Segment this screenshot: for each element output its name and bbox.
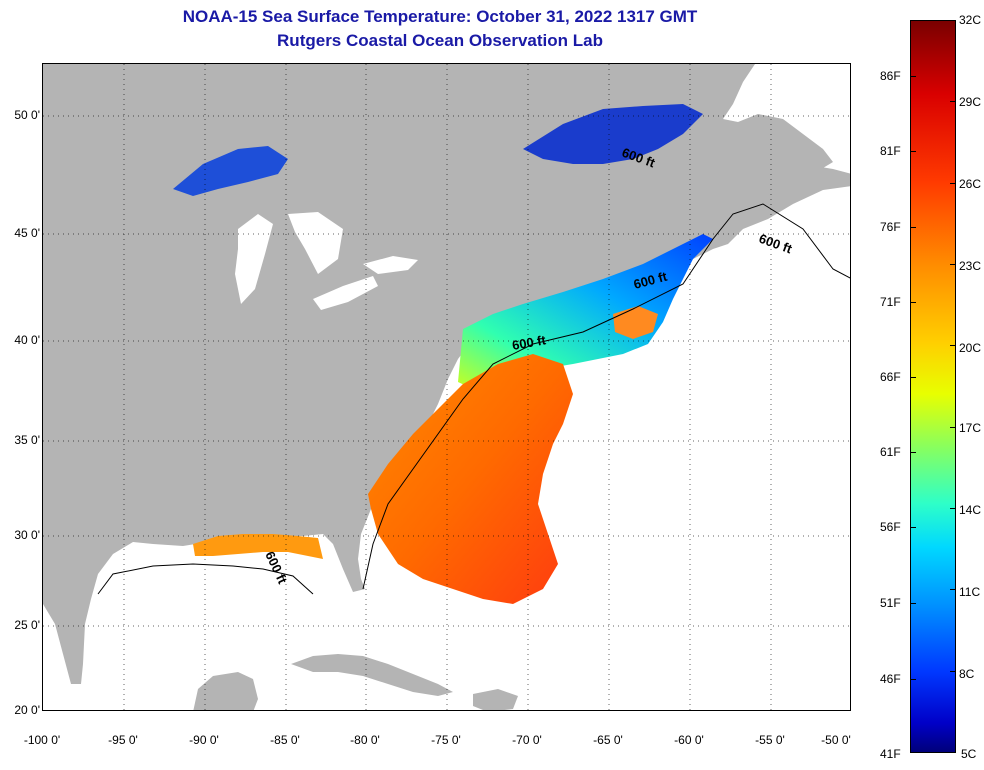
contour-label-2: 600 ft <box>757 231 795 257</box>
lake-erie <box>313 276 378 310</box>
lon-label-70: -70 0' <box>512 733 542 747</box>
temperature-colorbar <box>910 20 956 753</box>
colorbar-f-41: 41F <box>880 747 901 761</box>
colorbar-c-14: 14C <box>959 503 982 517</box>
gulf-coast-water <box>193 534 323 559</box>
colorbar-fahrenheit-tick <box>910 603 916 604</box>
colorbar-f-66: 66F <box>880 370 901 384</box>
colorbar-celsius-tick <box>950 671 956 672</box>
cuba-land <box>291 654 453 696</box>
gulf-stream-water <box>368 354 573 604</box>
maritimes-land <box>603 179 733 244</box>
colorbar-c-26: 26C <box>959 177 982 191</box>
lake-ontario <box>363 256 418 274</box>
colorbar-fahrenheit-tick <box>910 76 916 77</box>
colorbar-fahrenheit-tick <box>910 151 916 152</box>
colorbar-celsius-tick <box>950 345 956 346</box>
colorbar-celsius-tick <box>950 508 956 509</box>
graticule <box>43 64 850 710</box>
colorbar-c-20: 20C <box>959 341 982 355</box>
lon-label-90: -90 0' <box>189 733 219 747</box>
lon-label-75: -75 0' <box>431 733 461 747</box>
colorbar-c-11: 11C <box>959 585 981 599</box>
colorbar-celsius-tick <box>950 589 956 590</box>
lon-label-65: -65 0' <box>593 733 623 747</box>
sst-map-canvas: 600 ft 600 ft 600 ft 600 ft 600 ft <box>43 64 850 710</box>
colorbar-celsius-tick <box>950 183 956 184</box>
lake-michigan <box>235 214 273 304</box>
hispaniola-land <box>473 689 518 710</box>
lake-superior <box>173 146 288 196</box>
lon-label-95: -95 0' <box>108 733 138 747</box>
lat-label-20: 20 0' <box>14 703 40 717</box>
yucatan-land <box>193 672 258 710</box>
isobath-600ft <box>362 203 850 590</box>
colorbar-celsius-tick <box>950 101 956 102</box>
colorbar-f-86: 86F <box>880 69 901 83</box>
colorbar-fahrenheit-tick <box>910 302 916 303</box>
colorbar-celsius-tick <box>950 264 956 265</box>
colorbar-c-8: 8C <box>959 667 975 681</box>
lat-label-25: 25 0' <box>14 618 40 632</box>
lon-label-60: -60 0' <box>674 733 704 747</box>
lon-label-50: -50 0' <box>821 733 851 747</box>
colorbar-f-51: 51F <box>880 596 901 610</box>
gulf-st-lawrence-water <box>523 104 703 164</box>
colorbar-c-5: 5C <box>961 747 977 761</box>
sst-map: 600 ft 600 ft 600 ft 600 ft 600 ft <box>42 63 851 711</box>
colorbar-f-76: 76F <box>880 220 901 234</box>
lat-label-50: 50 0' <box>14 108 40 122</box>
colorbar-c-32: 32C <box>959 13 982 27</box>
lon-label-85: -85 0' <box>270 733 300 747</box>
shelf-water-north <box>458 234 713 389</box>
lake-huron <box>288 212 343 274</box>
colorbar-c-23: 23C <box>959 259 982 273</box>
colorbar-f-61: 61F <box>880 445 901 459</box>
map-subtitle: Rutgers Coastal Ocean Observation Lab <box>277 31 603 50</box>
warm-eddy <box>613 306 658 339</box>
newfoundland-land <box>733 114 833 176</box>
colorbar-fahrenheit-tick <box>910 527 916 528</box>
lat-label-45: 45 0' <box>14 226 40 240</box>
colorbar-celsius-tick <box>950 20 956 21</box>
contour-label-4: 600 ft <box>511 332 548 353</box>
colorbar-fahrenheit-tick <box>910 679 916 680</box>
colorbar-fahrenheit-tick <box>910 377 916 378</box>
colorbar-celsius-tick <box>950 752 956 753</box>
map-title: NOAA-15 Sea Surface Temperature: October… <box>182 7 698 26</box>
isobath-600ft-gulf <box>97 563 314 595</box>
colorbar-f-46: 46F <box>880 672 901 686</box>
lat-label-40: 40 0' <box>14 333 40 347</box>
lon-label-55: -55 0' <box>755 733 785 747</box>
colorbar-fahrenheit-tick <box>910 227 916 228</box>
colorbar-c-17: 17C <box>959 421 982 435</box>
colorbar-f-56: 56F <box>880 520 901 534</box>
lat-label-35: 35 0' <box>14 433 40 447</box>
lon-label-100: -100 0' <box>23 733 61 747</box>
colorbar-f-71: 71F <box>880 295 901 309</box>
lon-label-80: -80 0' <box>350 733 380 747</box>
colorbar-f-81: 81F <box>880 144 901 158</box>
colorbar-fahrenheit-tick <box>910 452 916 453</box>
lat-label-30: 30 0' <box>14 528 40 542</box>
colorbar-celsius-tick <box>950 427 956 428</box>
colorbar-c-29: 29C <box>959 95 982 109</box>
